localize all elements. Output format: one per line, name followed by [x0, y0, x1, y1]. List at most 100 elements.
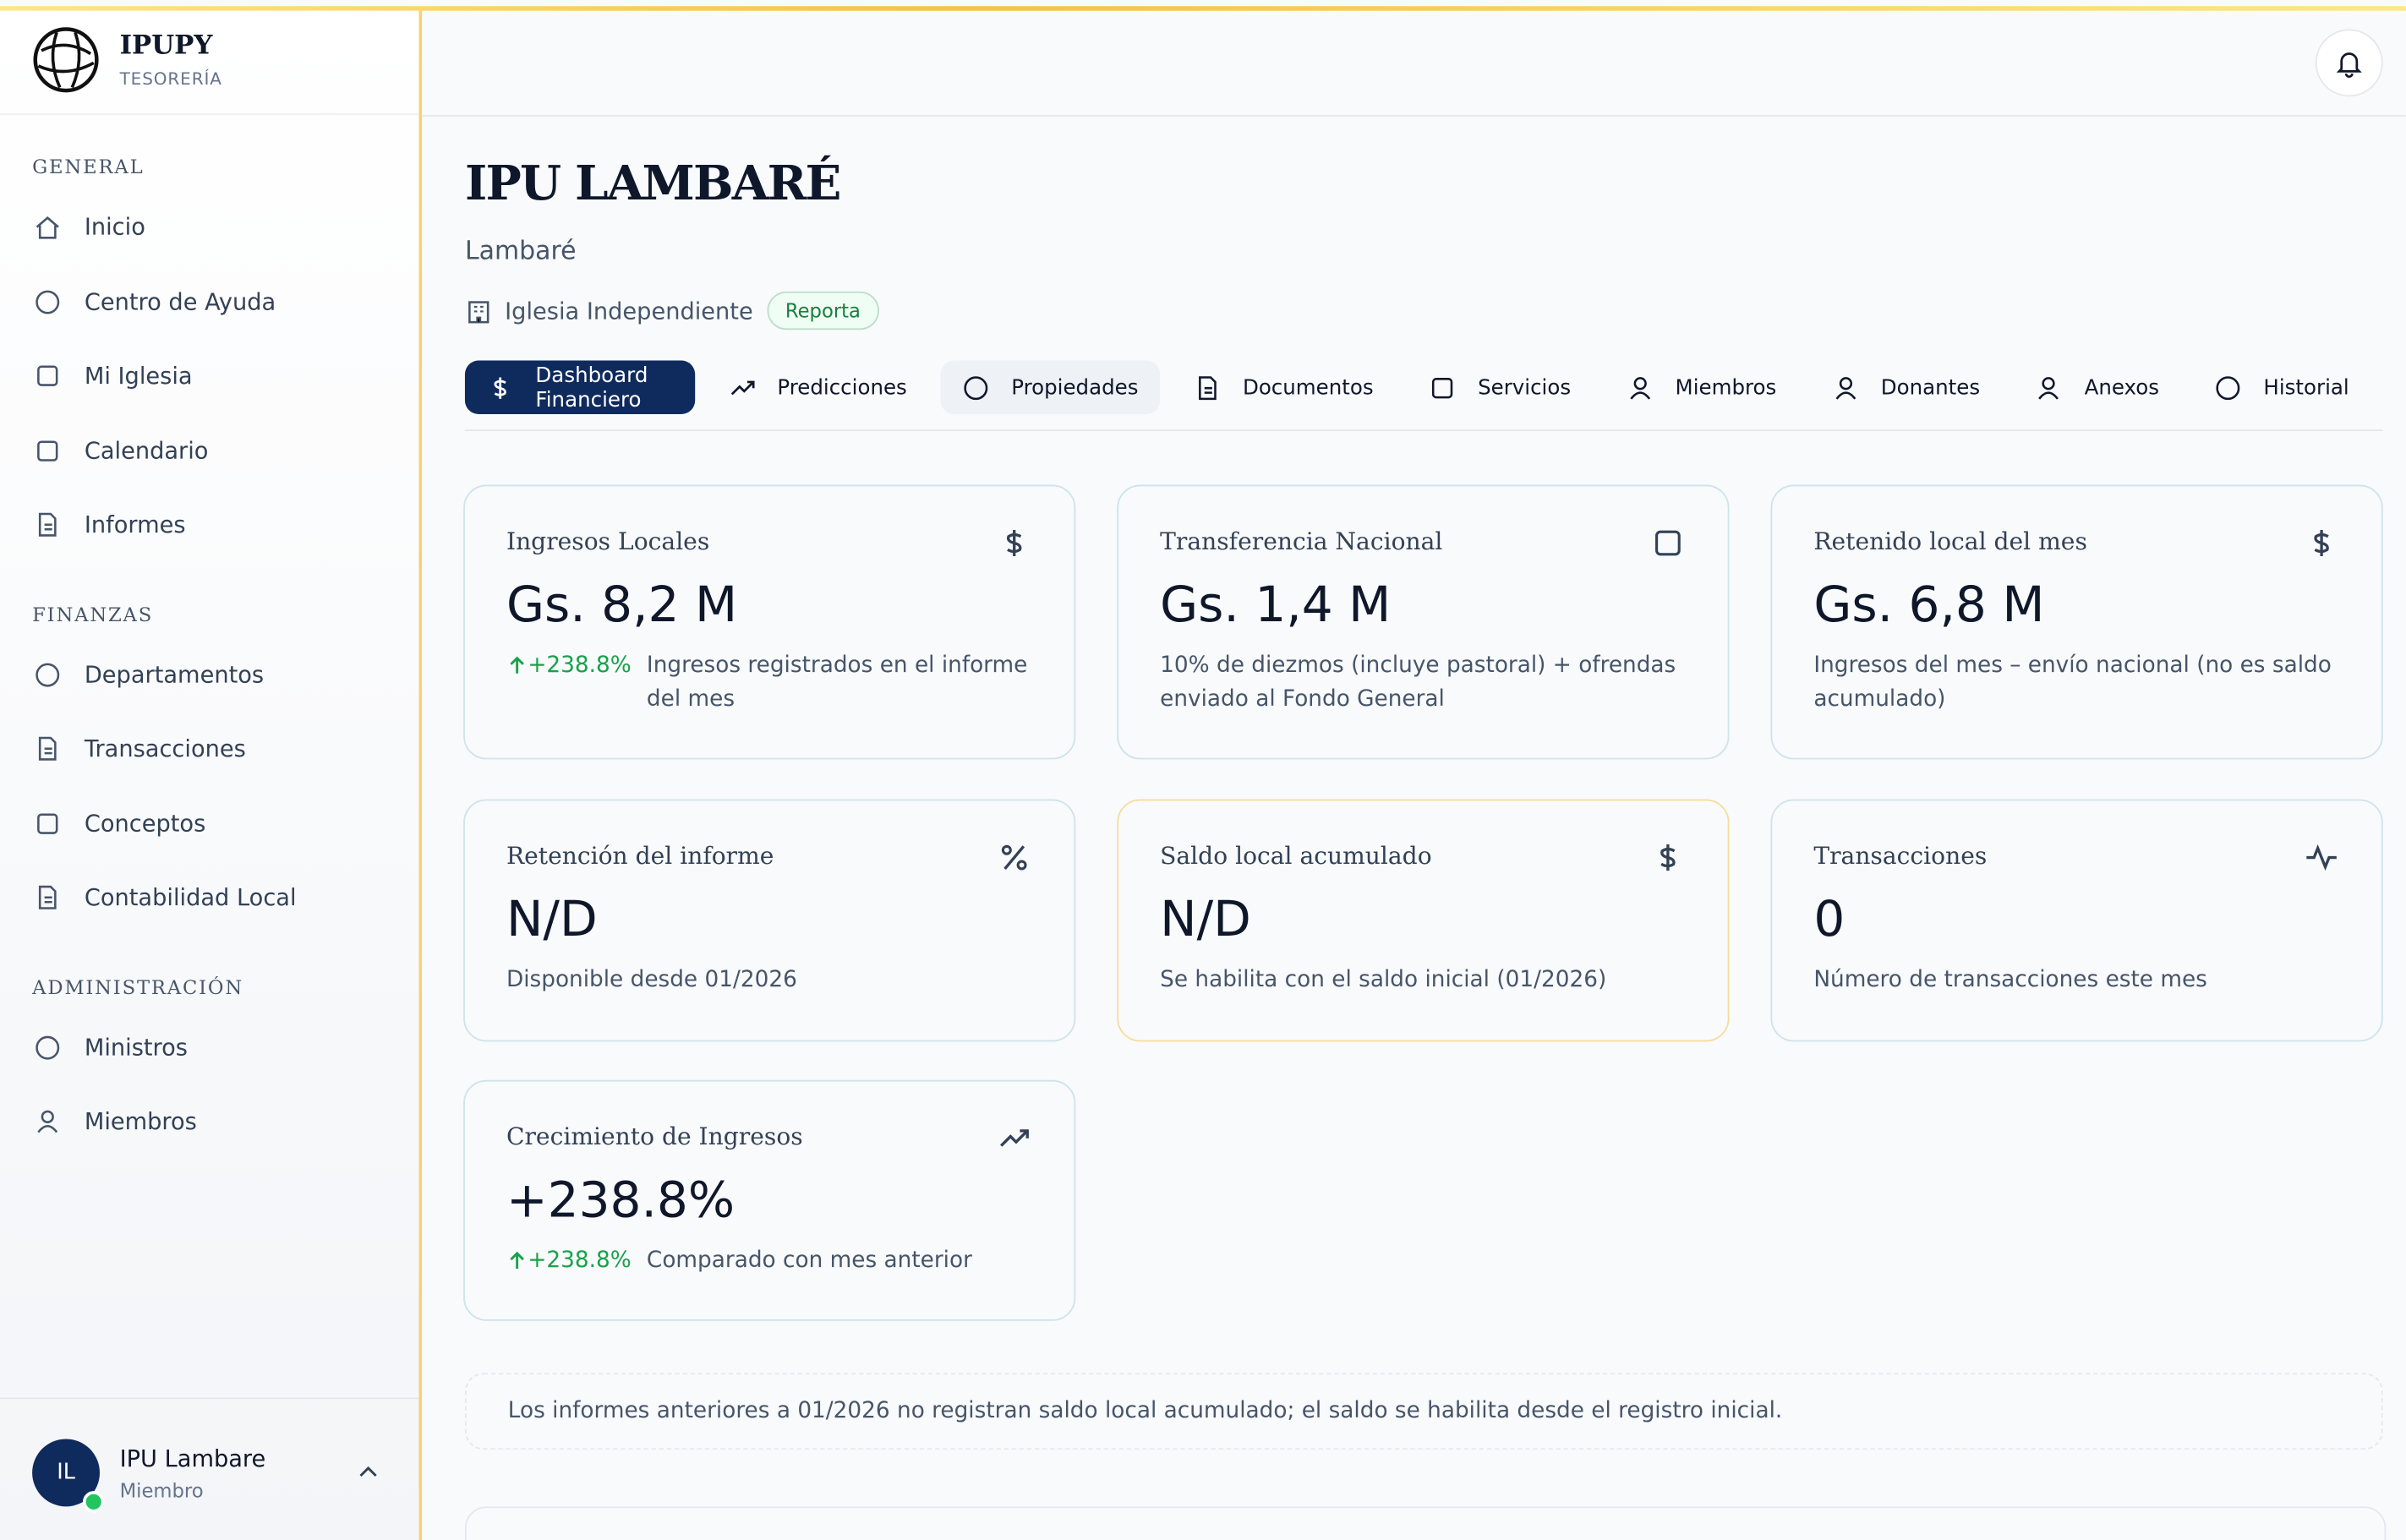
- change: +238.8%: [506, 1244, 632, 1278]
- stat-card: Transacciones 0 Número de transacciones es…: [1770, 799, 2383, 1042]
- stat-card: Retenido local del mes Gs. 6,8 M Ingresos …: [1770, 484, 2383, 760]
- icon: [1832, 374, 1881, 401]
- church-type: Iglesia Independiente: [505, 297, 753, 325]
- icon: [34, 363, 85, 390]
- card-value: Gs. 8,2 M: [506, 575, 738, 634]
- nav-label: Inicio: [84, 213, 145, 242]
- nav-item[interactable]: Centro de Ayuda: [0, 265, 418, 339]
- card-title: Ingresos Locales: [506, 527, 710, 556]
- nav-item[interactable]: Transacciones: [0, 712, 418, 786]
- card-desc-row: Disponible desde 01/2026: [506, 964, 1036, 997]
- nav-label: Centro de Ayuda: [84, 287, 276, 316]
- icon: [2305, 527, 2338, 560]
- card-description: Se habilita con el saldo inicial (01/202…: [1160, 968, 1607, 993]
- tab[interactable]: Donantes: [1810, 361, 2001, 415]
- icon: [34, 1034, 85, 1062]
- panel: [464, 1506, 2387, 1540]
- tabs: Dashboard Financiero Predicciones Propieda…: [464, 360, 2383, 432]
- icon: [34, 810, 85, 838]
- card-title: Saldo local acumulado: [1160, 842, 1432, 871]
- card-description: Disponible desde 01/2026: [506, 968, 797, 993]
- nav-item[interactable]: Conceptos: [0, 786, 418, 860]
- change: +238.8%: [506, 649, 632, 683]
- user-panel[interactable]: IL IPU Lambare Miembro: [0, 1397, 419, 1540]
- tab[interactable]: Miembros: [1605, 361, 1798, 415]
- nav-item[interactable]: Contabilidad Local: [0, 860, 418, 935]
- icon: [1651, 527, 1685, 560]
- tab[interactable]: Predicciones: [707, 361, 928, 415]
- tab-label: Anexos: [2084, 374, 2160, 400]
- card-description: Ingresos del mes – envío nacional (no es…: [1813, 653, 2332, 713]
- notice: Los informes anteriores a 01/2026 no reg…: [464, 1373, 2383, 1450]
- icon: [2305, 841, 2338, 875]
- icon: [1429, 374, 1478, 401]
- icon: [1194, 374, 1243, 401]
- icon: [34, 214, 85, 242]
- nav-item[interactable]: Informes: [0, 488, 418, 562]
- tab[interactable]: Propiedades: [940, 360, 1160, 415]
- icon: [34, 511, 85, 539]
- status-dot: [83, 1491, 105, 1513]
- nav-section: FINANZAS: [32, 602, 154, 625]
- card-desc-row: 10% de diezmos (incluye pastoral) + ofre…: [1160, 649, 1689, 717]
- icon: [34, 661, 85, 689]
- nav-section: ADMINISTRACIÓN: [32, 975, 244, 998]
- card-desc-row: Número de transacciones este mes: [1813, 964, 2343, 997]
- card-value: Gs. 6,8 M: [1813, 575, 2045, 634]
- tab-label: Predicciones: [777, 374, 907, 400]
- brand: IPUPY TESORERÍA: [0, 11, 419, 116]
- nav-item[interactable]: Miembros: [0, 1084, 418, 1159]
- tab-label: Historial: [2263, 374, 2349, 400]
- user-name: IPU Lambare: [119, 1444, 266, 1473]
- icon: [506, 655, 528, 676]
- tab[interactable]: Historial: [2193, 361, 2370, 415]
- nav-section: GENERAL: [32, 155, 145, 178]
- stat-card: Transferencia Nacional Gs. 1,4 M 10% de di…: [1117, 484, 1730, 760]
- nav-item[interactable]: Calendario: [0, 413, 418, 488]
- logo: [33, 27, 99, 93]
- nav-label: Conceptos: [84, 809, 206, 838]
- user-role: Miembro: [119, 1478, 204, 1502]
- icon: [2035, 374, 2084, 401]
- change-value: +238.8%: [528, 1248, 632, 1274]
- notifications[interactable]: [2315, 29, 2383, 97]
- icon: [998, 527, 1031, 560]
- tab[interactable]: Servicios: [1408, 361, 1593, 415]
- card-value: +238.8%: [506, 1170, 735, 1229]
- card-title: Crecimiento de Ingresos: [506, 1122, 803, 1151]
- card-description: 10% de diezmos (incluye pastoral) + ofre…: [1160, 653, 1676, 713]
- nav-item[interactable]: Mi Iglesia: [0, 339, 418, 413]
- icon: [34, 437, 85, 465]
- brand-name: IPUPY: [119, 30, 213, 62]
- main: IPU LAMBARÉ Lambaré Iglesia Independient…: [422, 11, 2406, 1540]
- nav-item[interactable]: Departamentos: [0, 637, 418, 712]
- tab[interactable]: Documentos: [1172, 361, 1395, 415]
- nav-item[interactable]: Ministros: [0, 1010, 418, 1084]
- status-badge: Reporta: [767, 291, 879, 330]
- tab[interactable]: Anexos: [2014, 361, 2180, 415]
- nav-label: Miembros: [84, 1107, 197, 1136]
- chevron: [359, 1466, 377, 1477]
- icon: [2214, 374, 2263, 401]
- card-title: Transferencia Nacional: [1160, 527, 1443, 556]
- card-value: 0: [1813, 889, 1846, 948]
- nav-label: Ministros: [84, 1033, 188, 1062]
- church-name: IPU LAMBARÉ: [464, 156, 842, 212]
- card-value: N/D: [1160, 889, 1251, 948]
- icon: [998, 841, 1031, 875]
- icon: [34, 735, 85, 763]
- icon: [34, 288, 85, 316]
- tab-label: Documentos: [1242, 374, 1374, 400]
- nav-item[interactable]: Inicio: [0, 190, 418, 265]
- church-city: Lambaré: [464, 236, 577, 265]
- card-desc-row: +238.8% Comparado con mes anterior: [506, 1244, 1036, 1278]
- icon: [486, 374, 535, 401]
- church-type-row: Iglesia Independiente Reporta: [465, 291, 879, 330]
- nav-label: Mi Iglesia: [84, 362, 193, 390]
- change-value: +238.8%: [528, 653, 632, 679]
- tab[interactable]: Dashboard Financiero: [464, 360, 695, 415]
- card-desc-row: Se habilita con el saldo inicial (01/202…: [1160, 964, 1689, 997]
- icon: [1651, 841, 1685, 875]
